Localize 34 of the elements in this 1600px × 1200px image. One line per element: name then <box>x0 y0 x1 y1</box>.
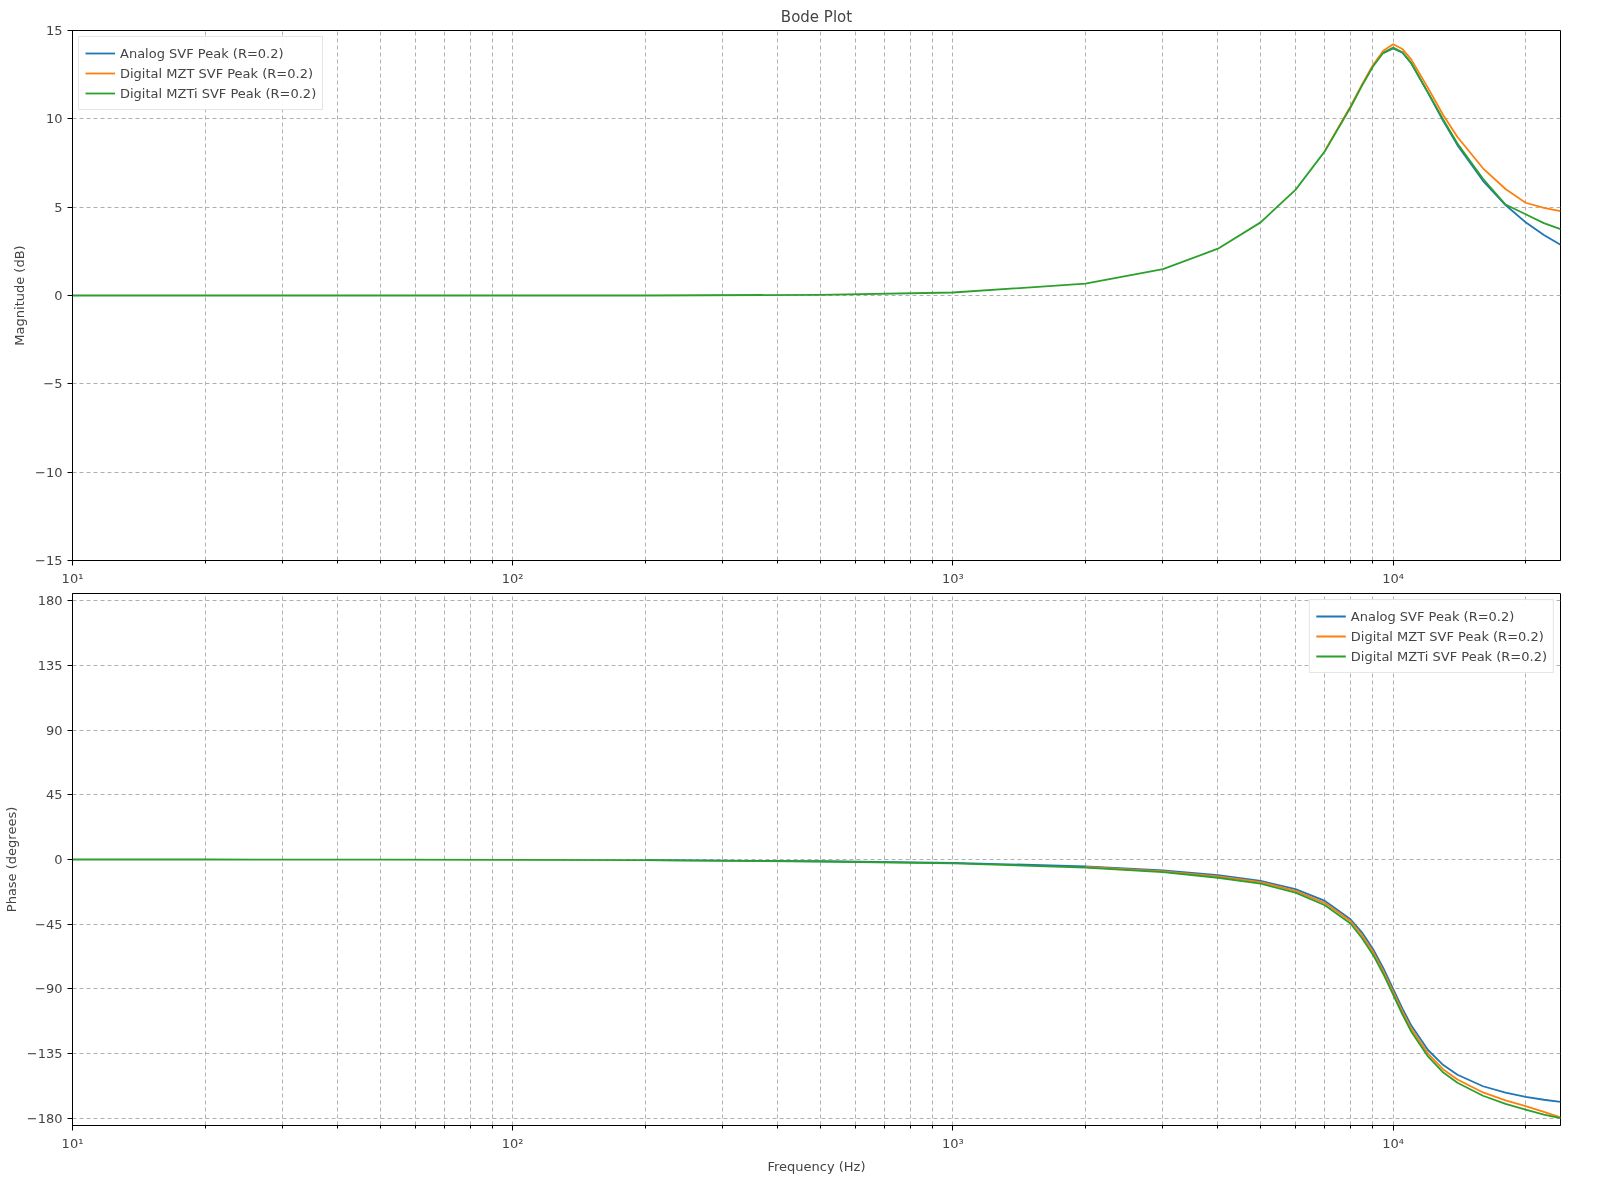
x-tick-label: 10² <box>501 570 524 586</box>
y-tick-label: −45 <box>35 916 63 932</box>
y-axis-title: Magnitude (dB) <box>12 245 28 346</box>
legend-label: Analog SVF Peak (R=0.2) <box>120 45 284 61</box>
y-tick-label: 135 <box>37 657 63 673</box>
x-tick-label: 10³ <box>942 1135 964 1151</box>
y-tick-label: 15 <box>45 23 63 38</box>
y-tick-label: −180 <box>26 1110 63 1126</box>
y-tick-label: 0 <box>54 288 63 303</box>
y-tick-label: 10 <box>45 111 63 127</box>
x-tick-label: 10¹ <box>61 1135 84 1151</box>
y-tick-label: 5 <box>54 199 63 215</box>
x-tick-label: 10¹ <box>61 570 84 586</box>
x-tick-label: 10³ <box>942 570 964 586</box>
y-tick-label: 90 <box>45 722 63 738</box>
legend-label: Digital MZTi SVF Peak (R=0.2) <box>120 85 317 101</box>
y-tick-label: −10 <box>35 464 63 480</box>
legend-label: Digital MZT SVF Peak (R=0.2) <box>1350 628 1544 644</box>
y-tick-label: 0 <box>54 852 63 867</box>
legend-label: Digital MZT SVF Peak (R=0.2) <box>120 65 313 81</box>
chart-title: Bode Plot <box>780 7 853 26</box>
x-axis-title: Frequency (Hz) <box>767 1158 866 1174</box>
y-tick-label: 45 <box>45 787 63 803</box>
y-tick-label: −90 <box>35 981 63 997</box>
y-tick-label: −5 <box>43 376 63 392</box>
y-tick-label: −15 <box>35 553 63 568</box>
legend-label: Analog SVF Peak (R=0.2) <box>1350 608 1515 624</box>
x-tick-label: 10⁴ <box>1382 1135 1405 1151</box>
x-tick-label: 10² <box>501 1135 524 1151</box>
legend-label: Digital MZTi SVF Peak (R=0.2) <box>1350 648 1547 664</box>
y-tick-label: 180 <box>37 593 63 609</box>
y-tick-label: −135 <box>26 1046 63 1062</box>
x-tick-label: 10⁴ <box>1382 570 1405 586</box>
y-axis-title: Phase (degrees) <box>3 806 19 913</box>
